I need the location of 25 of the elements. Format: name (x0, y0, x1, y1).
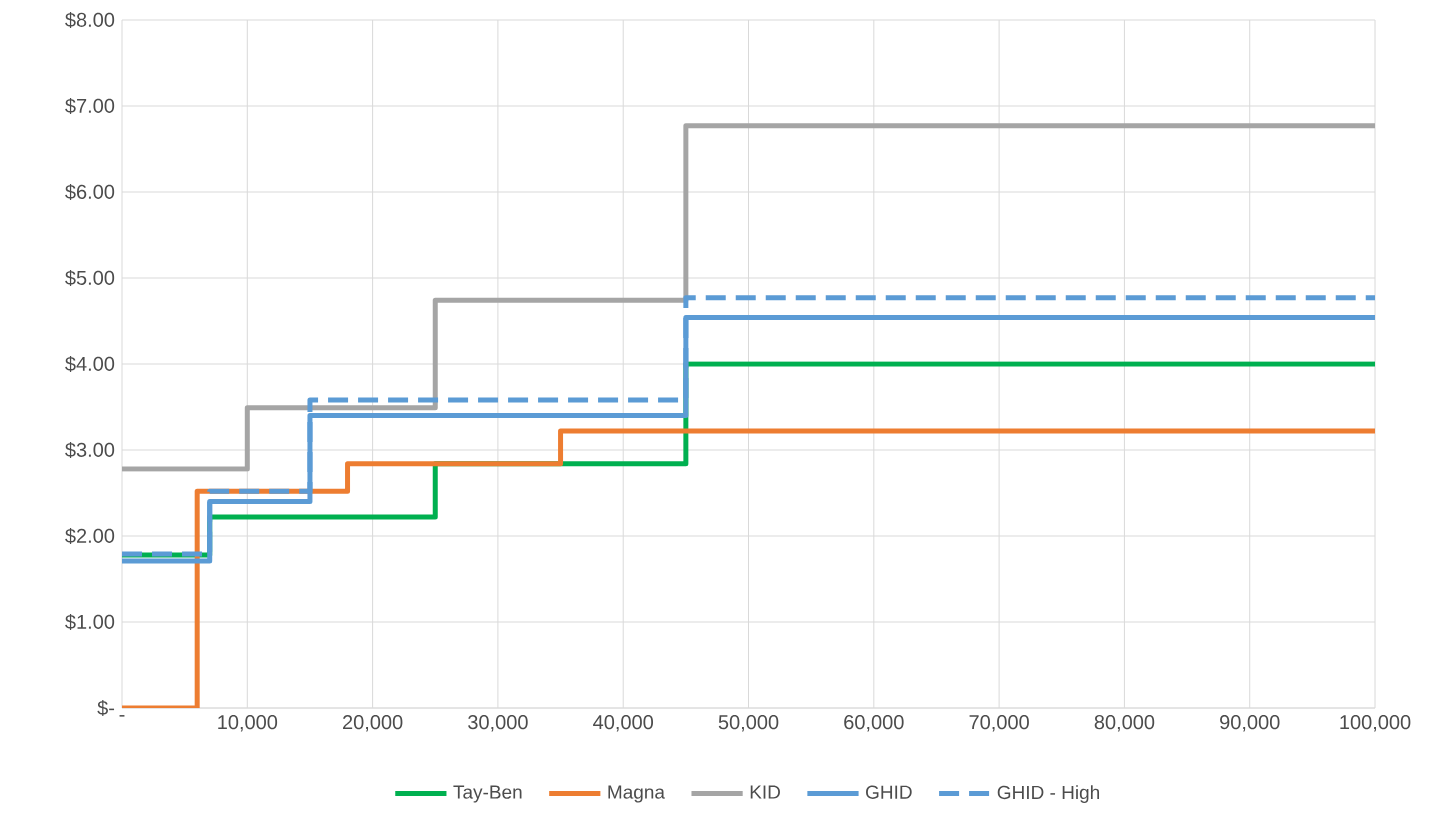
legend-label: KID (750, 785, 780, 799)
y-tick-label: $- (97, 699, 115, 717)
y-tick-label: $1.00 (65, 613, 115, 631)
x-tick-label: 70,000 (969, 715, 1029, 732)
y-tick-label: $5.00 (65, 269, 115, 287)
x-tick-label: 10,000 (218, 715, 278, 732)
x-tick-label: 20,000 (343, 715, 403, 732)
x-tick-label: 80,000 (1094, 715, 1155, 732)
y-tick-label: $3.00 (65, 441, 115, 459)
x-tick-label: 90,000 (1220, 715, 1280, 732)
x-tick-label: 40,000 (593, 715, 654, 732)
y-tick-label: $2.00 (65, 527, 115, 545)
legend-label: GHID (866, 785, 912, 799)
legend-label: Tay-Ben (453, 785, 522, 803)
y-tick-label: $4.00 (65, 355, 115, 373)
legend-label: GHID - High (997, 785, 1100, 803)
x-tick-label: 100,000 (1340, 715, 1411, 732)
x-tick-label: 30,000 (468, 715, 528, 732)
y-tick-label: $7.00 (65, 97, 115, 115)
x-tick-label: 60,000 (844, 715, 904, 732)
legend-label: Magna (608, 785, 665, 803)
x-tick-label: - (119, 715, 125, 717)
y-tick-label: $8.00 (65, 11, 115, 29)
x-tick-label: 50,000 (718, 715, 779, 732)
y-tick-label: $6.00 (65, 183, 115, 201)
